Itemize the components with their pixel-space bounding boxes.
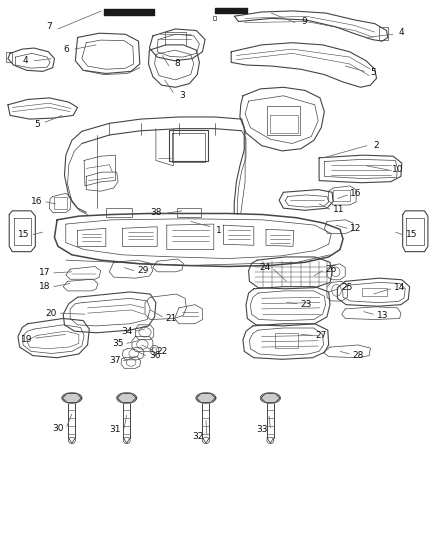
Text: 8: 8	[175, 60, 180, 68]
Bar	[6, 52, 12, 62]
Text: 3: 3	[179, 91, 185, 100]
Text: 4: 4	[399, 28, 405, 37]
Text: 19: 19	[21, 335, 32, 344]
Text: 27: 27	[316, 331, 327, 340]
Text: 24: 24	[259, 263, 270, 272]
Bar	[379, 27, 388, 40]
Polygon shape	[62, 393, 81, 402]
Text: 34: 34	[121, 327, 132, 336]
Text: 20: 20	[46, 309, 57, 318]
Polygon shape	[261, 393, 280, 402]
Text: 10: 10	[392, 166, 403, 174]
Text: 2: 2	[373, 141, 378, 150]
Text: 13: 13	[376, 311, 388, 320]
Text: 9: 9	[301, 17, 307, 26]
Text: 22: 22	[156, 347, 167, 356]
Polygon shape	[196, 393, 215, 402]
Text: 1: 1	[216, 226, 222, 235]
Text: 21: 21	[166, 314, 177, 323]
Text: 17: 17	[39, 268, 51, 277]
Text: 32: 32	[192, 432, 204, 441]
Text: 37: 37	[109, 357, 120, 366]
Text: 36: 36	[149, 351, 160, 360]
Text: 26: 26	[325, 265, 337, 273]
Text: 4: 4	[22, 56, 28, 65]
Bar	[53, 197, 67, 209]
Bar	[106, 208, 131, 217]
Text: 18: 18	[39, 282, 51, 291]
Text: 38: 38	[150, 208, 162, 217]
Ellipse shape	[260, 393, 280, 403]
Polygon shape	[117, 393, 136, 402]
Text: 5: 5	[34, 120, 40, 130]
Text: 11: 11	[333, 205, 344, 214]
Text: 15: 15	[406, 230, 417, 239]
Text: 15: 15	[18, 230, 30, 239]
Bar	[177, 208, 201, 216]
Text: 28: 28	[353, 351, 364, 360]
Bar	[333, 190, 350, 201]
Bar	[362, 288, 388, 296]
Text: 25: 25	[342, 283, 353, 292]
Text: 16: 16	[350, 189, 362, 198]
Text: 29: 29	[137, 266, 148, 275]
Bar	[169, 130, 208, 161]
Text: 23: 23	[300, 300, 312, 309]
Text: 5: 5	[371, 68, 376, 77]
Text: 16: 16	[32, 197, 43, 206]
Bar	[267, 106, 300, 135]
Ellipse shape	[196, 393, 216, 403]
Ellipse shape	[117, 393, 137, 403]
Ellipse shape	[62, 393, 82, 403]
Text: 12: 12	[350, 224, 362, 233]
Text: 30: 30	[52, 424, 64, 433]
Text: 6: 6	[63, 45, 69, 54]
Text: 31: 31	[110, 425, 121, 434]
Text: 35: 35	[112, 339, 124, 348]
Bar	[275, 333, 298, 348]
Text: 33: 33	[256, 425, 268, 434]
Bar	[213, 16, 216, 20]
Text: 14: 14	[394, 283, 405, 292]
Text: 7: 7	[46, 22, 52, 31]
